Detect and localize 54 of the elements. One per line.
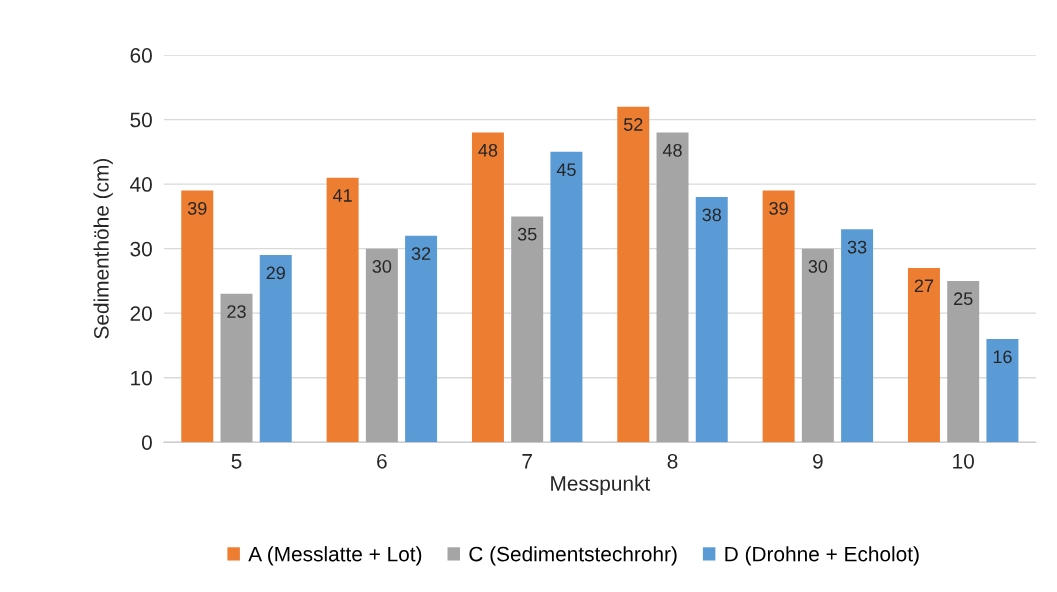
y-tick-label: 60 — [130, 48, 152, 63]
x-tick-label: 8 — [667, 453, 678, 469]
data-label: 25 — [954, 292, 973, 306]
bar — [695, 197, 728, 443]
legend-label: C (Sedimentstechrohr) — [469, 546, 677, 566]
data-label: 38 — [702, 208, 722, 222]
data-label: 52 — [623, 118, 643, 131]
y-tick-label: 0 — [141, 435, 152, 450]
bar — [617, 106, 650, 443]
data-label: 39 — [769, 201, 788, 215]
data-label: 45 — [556, 163, 576, 177]
bar — [947, 280, 980, 443]
bar — [259, 255, 292, 443]
data-label: 33 — [847, 240, 867, 254]
x-tick-label: 6 — [377, 453, 387, 469]
x-axis-title: Messpunkt — [551, 475, 651, 495]
y-tick-label: 20 — [130, 306, 152, 321]
y-tick-label: 10 — [131, 370, 152, 386]
bar — [471, 132, 504, 443]
data-label: 30 — [372, 260, 392, 273]
data-label: 30 — [808, 260, 828, 273]
y-tick-label: 50 — [130, 112, 152, 128]
data-label: 32 — [411, 247, 431, 260]
x-tick-label: 7 — [522, 454, 532, 469]
legend-label: D (Drohne + Echolot) — [725, 546, 919, 566]
x-tick-label: 10 — [953, 453, 974, 469]
data-label: 48 — [478, 143, 498, 157]
data-label: 16 — [993, 350, 1012, 364]
data-label: 23 — [227, 305, 246, 319]
bar — [841, 229, 874, 443]
bar — [365, 248, 398, 443]
data-label: 29 — [266, 266, 285, 280]
bar — [181, 190, 214, 443]
bar — [907, 268, 940, 443]
bar — [326, 177, 359, 443]
data-label: 48 — [662, 143, 682, 157]
bar — [656, 132, 689, 443]
data-label: 41 — [332, 189, 352, 202]
y-axis-title: Sedimenthöhe (cm) — [93, 159, 113, 339]
data-label: 27 — [914, 279, 934, 293]
bar — [550, 151, 583, 443]
bar — [405, 235, 438, 443]
y-tick-label: 40 — [130, 177, 152, 192]
legend-label: A (Messlatte + Lot) — [248, 546, 422, 566]
bar — [511, 216, 544, 443]
bar — [762, 190, 795, 443]
data-label: 39 — [187, 201, 207, 215]
bar — [986, 338, 1019, 443]
bar — [801, 248, 834, 443]
x-tick-label: 5 — [231, 454, 242, 469]
bar — [220, 293, 253, 443]
x-tick-label: 9 — [813, 453, 823, 469]
y-tick-label: 30 — [130, 241, 152, 257]
data-label: 35 — [517, 227, 537, 241]
